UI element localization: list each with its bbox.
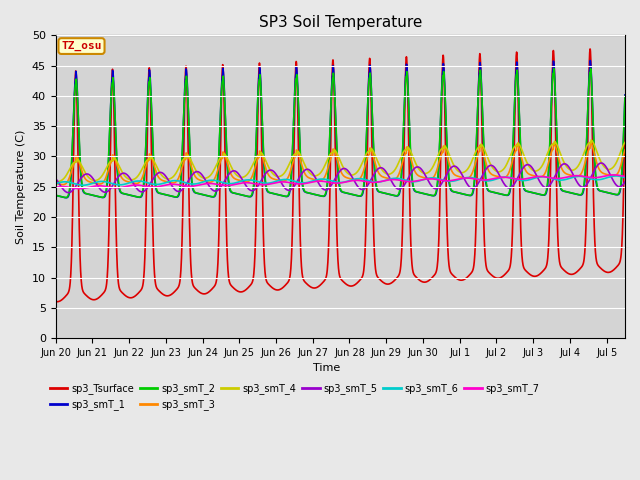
sp3_smT_7 bbox=[76, 186, 84, 192]
sp3_smT_2 bbox=[270, 191, 278, 196]
sp3_smT_6 bbox=[610, 173, 618, 179]
sp3_smT_2 bbox=[611, 192, 618, 197]
sp3_smT_3 bbox=[549, 147, 557, 153]
sp3_Tsurface bbox=[53, 299, 61, 305]
sp3_smT_2 bbox=[621, 94, 629, 99]
sp3_smT_6 bbox=[270, 179, 278, 185]
sp3_Tsurface bbox=[52, 299, 60, 304]
sp3_smT_1 bbox=[295, 114, 303, 120]
sp3_smT_7 bbox=[609, 172, 617, 178]
sp3_smT_1 bbox=[117, 190, 125, 195]
sp3_smT_7 bbox=[611, 172, 618, 178]
Line: sp3_smT_5: sp3_smT_5 bbox=[56, 163, 625, 192]
sp3_smT_1 bbox=[586, 58, 594, 63]
sp3_smT_1 bbox=[52, 192, 60, 198]
Text: TZ_osu: TZ_osu bbox=[61, 41, 102, 51]
sp3_Tsurface bbox=[117, 288, 125, 294]
sp3_smT_6 bbox=[79, 182, 87, 188]
Line: sp3_Tsurface: sp3_Tsurface bbox=[56, 49, 625, 302]
sp3_smT_5 bbox=[597, 160, 605, 166]
sp3_smT_4 bbox=[611, 163, 618, 169]
sp3_smT_1 bbox=[549, 69, 557, 75]
sp3_smT_5 bbox=[117, 171, 125, 177]
sp3_smT_6 bbox=[117, 182, 125, 188]
sp3_smT_2 bbox=[549, 74, 557, 80]
sp3_smT_4 bbox=[270, 172, 278, 178]
sp3_smT_3 bbox=[52, 180, 60, 186]
sp3_smT_5 bbox=[549, 178, 557, 183]
sp3_Tsurface bbox=[611, 266, 618, 272]
sp3_smT_2 bbox=[62, 194, 70, 200]
sp3_Tsurface bbox=[150, 271, 158, 277]
Legend: sp3_Tsurface, sp3_smT_1, sp3_smT_2, sp3_smT_3, sp3_smT_4, sp3_smT_5, sp3_smT_6, : sp3_Tsurface, sp3_smT_1, sp3_smT_2, sp3_… bbox=[46, 379, 543, 414]
sp3_smT_3 bbox=[621, 147, 629, 153]
X-axis label: Time: Time bbox=[313, 363, 340, 373]
sp3_smT_6 bbox=[52, 181, 60, 187]
sp3_smT_3 bbox=[611, 173, 618, 179]
sp3_smT_6 bbox=[612, 173, 620, 179]
sp3_smT_4 bbox=[588, 137, 595, 143]
sp3_smT_1 bbox=[270, 191, 278, 197]
sp3_smT_5 bbox=[65, 190, 72, 195]
sp3_smT_5 bbox=[270, 169, 278, 175]
sp3_smT_3 bbox=[59, 182, 67, 188]
sp3_smT_1 bbox=[611, 192, 618, 197]
sp3_smT_4 bbox=[295, 149, 303, 155]
Line: sp3_smT_2: sp3_smT_2 bbox=[56, 69, 625, 197]
sp3_smT_1 bbox=[150, 174, 158, 180]
sp3_smT_4 bbox=[52, 178, 60, 184]
sp3_smT_4 bbox=[150, 159, 158, 165]
sp3_smT_2 bbox=[150, 170, 158, 176]
sp3_smT_5 bbox=[621, 179, 629, 185]
sp3_smT_6 bbox=[150, 181, 158, 187]
sp3_smT_5 bbox=[611, 180, 618, 185]
Line: sp3_smT_7: sp3_smT_7 bbox=[56, 175, 625, 189]
sp3_smT_3 bbox=[586, 139, 594, 145]
sp3_Tsurface bbox=[295, 167, 303, 173]
sp3_smT_4 bbox=[549, 141, 557, 147]
sp3_smT_1 bbox=[621, 92, 629, 98]
sp3_Tsurface bbox=[586, 46, 594, 52]
sp3_smT_4 bbox=[621, 140, 629, 145]
sp3_smT_7 bbox=[621, 174, 629, 180]
sp3_smT_3 bbox=[270, 176, 278, 182]
sp3_smT_1 bbox=[62, 195, 70, 201]
sp3_smT_6 bbox=[295, 180, 303, 185]
sp3_Tsurface bbox=[270, 286, 278, 292]
sp3_smT_5 bbox=[52, 176, 60, 181]
sp3_smT_2 bbox=[117, 189, 125, 194]
sp3_smT_2 bbox=[295, 112, 303, 118]
sp3_smT_7 bbox=[52, 184, 60, 190]
sp3_smT_6 bbox=[621, 175, 629, 180]
Y-axis label: Soil Temperature (C): Soil Temperature (C) bbox=[16, 130, 26, 244]
sp3_smT_5 bbox=[295, 176, 303, 181]
sp3_smT_4 bbox=[117, 167, 125, 172]
sp3_smT_7 bbox=[270, 180, 278, 186]
sp3_smT_3 bbox=[295, 152, 303, 157]
Line: sp3_smT_4: sp3_smT_4 bbox=[56, 140, 625, 181]
Title: SP3 Soil Temperature: SP3 Soil Temperature bbox=[259, 15, 422, 30]
sp3_Tsurface bbox=[621, 107, 629, 113]
Line: sp3_smT_1: sp3_smT_1 bbox=[56, 60, 625, 198]
Line: sp3_smT_6: sp3_smT_6 bbox=[56, 176, 625, 185]
sp3_smT_7 bbox=[295, 181, 303, 187]
sp3_smT_3 bbox=[150, 164, 158, 170]
sp3_smT_7 bbox=[117, 185, 125, 191]
sp3_Tsurface bbox=[549, 58, 557, 64]
sp3_smT_4 bbox=[54, 179, 61, 184]
sp3_smT_5 bbox=[150, 174, 158, 180]
sp3_smT_2 bbox=[587, 66, 595, 72]
sp3_smT_6 bbox=[549, 176, 557, 181]
sp3_smT_7 bbox=[150, 184, 158, 190]
sp3_smT_7 bbox=[549, 175, 557, 181]
sp3_smT_2 bbox=[52, 192, 60, 198]
Line: sp3_smT_3: sp3_smT_3 bbox=[56, 142, 625, 185]
sp3_smT_3 bbox=[117, 173, 125, 179]
